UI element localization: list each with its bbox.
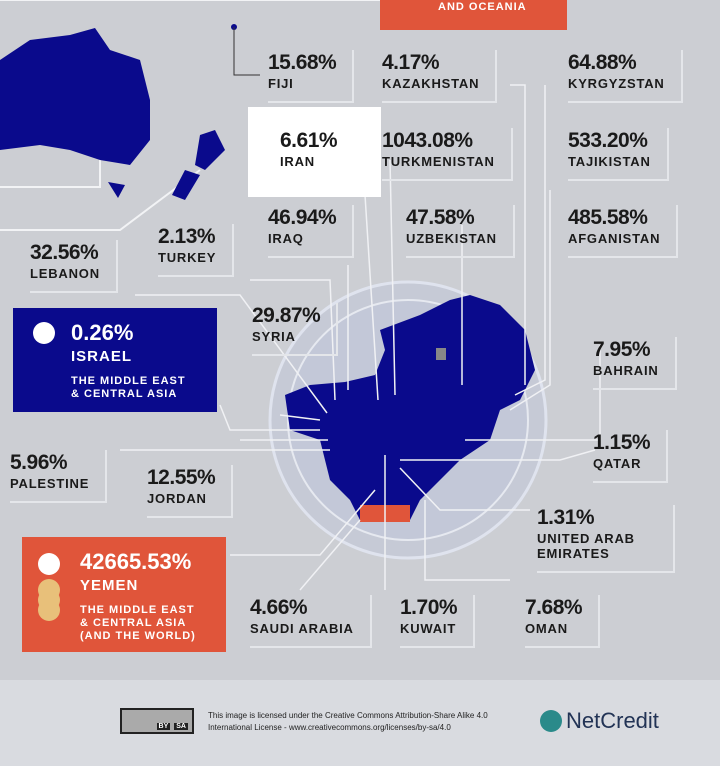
value: 15.68% [268, 51, 337, 74]
country: FIJI [268, 76, 294, 91]
value: 485.58% [568, 206, 648, 229]
country: UZBEKISTAN [406, 231, 497, 246]
country: TURKEY [158, 250, 217, 265]
country-label: 533.20% TAJIKISTAN [568, 128, 669, 181]
leader [0, 0, 380, 231]
leader [233, 27, 260, 76]
middle-east [285, 295, 535, 520]
country: SYRIA [252, 329, 296, 344]
country: QATAR [593, 456, 642, 471]
country: JORDAN [147, 491, 207, 506]
country-label: 6.61% IRAN [280, 128, 353, 179]
country-label: 32.56% LEBANON [30, 240, 118, 293]
region-line: & CENTRAL ASIA [71, 388, 178, 400]
country: BAHRAIN [593, 363, 659, 378]
region-line: (AND THE WORLD) [80, 630, 196, 642]
region: THE MIDDLE EAST & CENTRAL ASIA [71, 375, 217, 401]
country-label: 7.68% OMAN [525, 595, 601, 648]
region-line: & CENTRAL ASIA [80, 617, 187, 629]
brand: NetCredit [566, 708, 659, 733]
country-label: 4.17% KAZAKHSTAN [382, 50, 498, 103]
value: 47.58% [406, 206, 475, 229]
license-line: This image is licensed under the Creativ… [208, 711, 488, 720]
leader [120, 84, 601, 591]
country: KAZAKHSTAN [382, 76, 480, 91]
region-line: THE MIDDLE EAST [80, 604, 195, 616]
value: 0.26% [71, 320, 134, 345]
callout: 42665.53% YEMEN THE MIDDLE EAST & CENTRAL A… [22, 537, 226, 652]
country: PALESTINE [10, 476, 90, 491]
lake [436, 348, 446, 360]
coin-icon [38, 553, 60, 575]
country-label: 4.66% SAUDI ARABIA [250, 595, 372, 648]
country: KUWAIT [400, 621, 457, 636]
value: 64.88% [568, 51, 637, 74]
country-label: 7.95% BAHRAIN [593, 337, 677, 390]
cc-word: SA [174, 723, 188, 730]
country: UNITED ARAB EMIRATES [537, 531, 635, 561]
country: TAJIKISTAN [568, 154, 651, 169]
country: OMAN [525, 621, 568, 636]
value: 4.66% [250, 596, 308, 619]
cc-badge: BY SA [120, 708, 194, 734]
value: 42665.53% [80, 549, 192, 574]
brand-icon [540, 710, 562, 732]
country: IRAQ [268, 231, 304, 246]
country: TURKMENISTAN [382, 154, 495, 169]
australia [0, 28, 150, 165]
value: 12.55% [147, 466, 216, 489]
value: 7.68% [525, 596, 583, 619]
country: IRAN [280, 154, 315, 169]
value: 1.15% [593, 431, 651, 454]
value: 1.70% [400, 596, 458, 619]
country-label: 15.68% FIJI [268, 50, 355, 103]
country-label: 29.87% SYRIA [252, 303, 339, 356]
country: LEBANON [30, 266, 100, 281]
country-label: 5.96% PALESTINE [10, 450, 108, 503]
country-label: 1.31% UNITED ARAB EMIRATES [537, 505, 675, 573]
value: 5.96% [10, 451, 68, 474]
region: THE MIDDLE EAST & CENTRAL ASIA (AND THE WO… [80, 604, 226, 643]
country-label: 1.15% QATAR [593, 430, 669, 483]
country-label: 1.70% KUWAIT [400, 595, 476, 648]
country-label: 485.58% AFGANISTAN [568, 205, 679, 258]
value: 4.17% [382, 51, 440, 74]
box-line: AND OCEANIA [438, 1, 527, 13]
value: 7.95% [593, 338, 651, 361]
islands [108, 130, 225, 200]
country: SAUDI ARABIA [250, 621, 354, 636]
callout: 0.26% ISRAEL THE MIDDLE EAST & CENTRAL ASIA [13, 308, 217, 412]
country-label: 64.88% KYRGYZSTAN [568, 50, 683, 103]
license-line: International License - www.creativecomm… [208, 723, 451, 732]
value: 6.61% [280, 129, 338, 152]
license: This image is licensed under the Creativ… [208, 710, 488, 734]
value: 1.31% [537, 506, 595, 529]
cc-word: BY [156, 723, 171, 730]
region-line: THE MIDDLE EAST [71, 375, 186, 387]
coin-icon [33, 322, 55, 344]
country: KYRGYZSTAN [568, 76, 665, 91]
country: AFGANISTAN [568, 231, 661, 246]
value: 29.87% [252, 304, 321, 327]
value: 32.56% [30, 241, 99, 264]
country-label: 12.55% JORDAN [147, 465, 234, 518]
country-label: 1043.08% TURKMENISTAN [382, 128, 513, 181]
country-label: 46.94% IRAQ [268, 205, 355, 258]
value: 533.20% [568, 129, 648, 152]
top-box: THE REST OF ASIAAND OCEANIA [380, 0, 567, 30]
value: 46.94% [268, 206, 337, 229]
country: YEMEN [80, 577, 139, 594]
country-label: 47.58% UZBEKISTAN [406, 205, 515, 258]
highlight [248, 107, 381, 197]
value: 1043.08% [382, 129, 473, 152]
country: ISRAEL [71, 348, 133, 365]
value: 2.13% [158, 225, 216, 248]
country-label: 2.13% TURKEY [158, 224, 235, 277]
